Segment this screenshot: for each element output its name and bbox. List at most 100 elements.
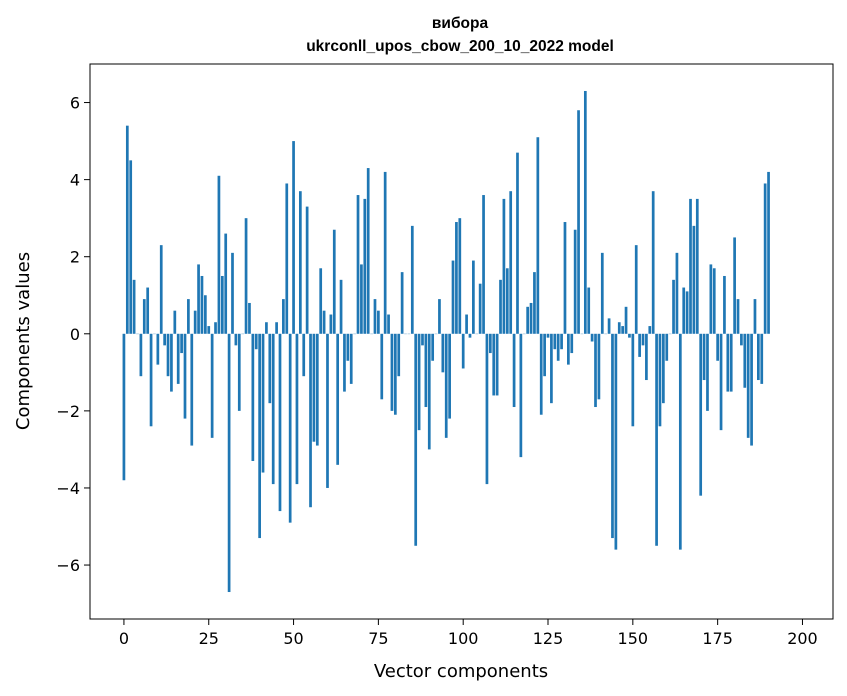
bar-77 <box>383 171 387 334</box>
bar-173 <box>709 264 713 334</box>
bar-140 <box>597 333 601 400</box>
bar-133 <box>573 229 577 334</box>
bar-184 <box>746 333 750 438</box>
x-tick-label: 125 <box>533 629 564 648</box>
bar-81 <box>397 333 401 377</box>
bar-141 <box>600 252 604 334</box>
bar-139 <box>594 333 597 408</box>
bar-23 <box>200 275 204 334</box>
y-tick-label: 6 <box>70 94 80 113</box>
bar-125 <box>546 333 550 338</box>
bar-2 <box>129 160 133 334</box>
bar-190 <box>767 171 770 334</box>
x-tick-label: 25 <box>199 629 219 648</box>
bar-37 <box>248 302 251 334</box>
bar-14 <box>170 333 173 392</box>
bar-64 <box>339 279 343 334</box>
bar-137 <box>587 287 591 334</box>
bar-62 <box>332 229 336 334</box>
bar-31 <box>227 333 231 593</box>
bar-153 <box>641 333 645 346</box>
bar-85 <box>410 225 414 334</box>
bar-7 <box>146 287 150 334</box>
bar-158 <box>658 333 662 427</box>
bar-169 <box>695 198 699 334</box>
bar-180 <box>733 237 736 334</box>
bar-148 <box>624 306 628 334</box>
bar-41 <box>261 333 265 473</box>
bar-119 <box>526 306 530 334</box>
y-tick-label: 4 <box>70 171 80 190</box>
bar-24 <box>203 295 207 334</box>
bar-75 <box>377 310 380 334</box>
bar-122 <box>536 137 540 334</box>
bar-149 <box>628 333 631 338</box>
bar-25 <box>207 326 211 334</box>
bar-105 <box>478 283 482 334</box>
bar-166 <box>685 291 689 334</box>
x-tick-label: 100 <box>448 629 479 648</box>
bar-17 <box>180 333 183 354</box>
x-tick-label: 50 <box>283 629 303 648</box>
x-axis-ticks: 0 25 50 75 100 125 150 175 200 <box>119 619 818 648</box>
bar-45 <box>275 322 278 334</box>
bar-13 <box>166 333 170 377</box>
bar-47 <box>282 299 285 334</box>
chart-title: вибора <box>432 15 489 32</box>
bar-50 <box>292 141 295 334</box>
bar-175 <box>716 333 720 361</box>
y-tick-label: −2 <box>56 402 80 421</box>
bar-110 <box>495 333 499 396</box>
bar-5 <box>139 333 143 377</box>
bar-174 <box>712 268 716 334</box>
y-tick-label: −4 <box>56 479 80 498</box>
bar-1 <box>125 125 129 334</box>
bar-165 <box>682 287 686 334</box>
bar-163 <box>675 252 679 334</box>
bar-96 <box>448 333 451 419</box>
bar-18 <box>183 333 187 419</box>
bar-131 <box>567 333 570 365</box>
bar-181 <box>736 299 740 334</box>
bar-33 <box>234 333 238 346</box>
bar-152 <box>638 333 641 357</box>
bar-82 <box>400 272 404 334</box>
bar-43 <box>268 333 272 404</box>
bar-22 <box>197 264 200 334</box>
bar-40 <box>258 333 261 539</box>
bar-107 <box>485 333 489 485</box>
x-tick-label: 75 <box>368 629 388 648</box>
bar-129 <box>560 333 563 350</box>
bar-79 <box>390 333 394 411</box>
bar-26 <box>210 333 214 438</box>
bar-20 <box>190 333 194 446</box>
bar-63 <box>336 333 340 465</box>
bar-108 <box>488 333 492 354</box>
bar-168 <box>692 225 696 334</box>
bar-179 <box>729 333 733 392</box>
bar-127 <box>553 333 557 350</box>
bar-187 <box>757 333 760 381</box>
y-axis-label: Components values <box>13 252 34 430</box>
bar-59 <box>322 310 326 334</box>
bar-48 <box>285 183 289 334</box>
bar-154 <box>645 333 648 381</box>
bar-39 <box>254 333 258 350</box>
bar-80 <box>393 333 397 415</box>
bar-130 <box>563 222 567 334</box>
bar-178 <box>726 333 730 392</box>
bar-61 <box>329 314 333 334</box>
x-tick-label: 150 <box>618 629 649 648</box>
bar-117 <box>519 333 523 458</box>
bar-71 <box>363 198 367 334</box>
bar-132 <box>570 333 574 354</box>
bar-164 <box>678 333 682 550</box>
bar-19 <box>187 299 190 334</box>
bar-100 <box>461 333 465 369</box>
bar-112 <box>502 198 506 334</box>
bar-167 <box>689 198 692 334</box>
bar-126 <box>550 333 553 404</box>
bar-21 <box>193 310 197 334</box>
bar-138 <box>590 333 594 342</box>
x-tick-label: 0 <box>119 629 129 648</box>
